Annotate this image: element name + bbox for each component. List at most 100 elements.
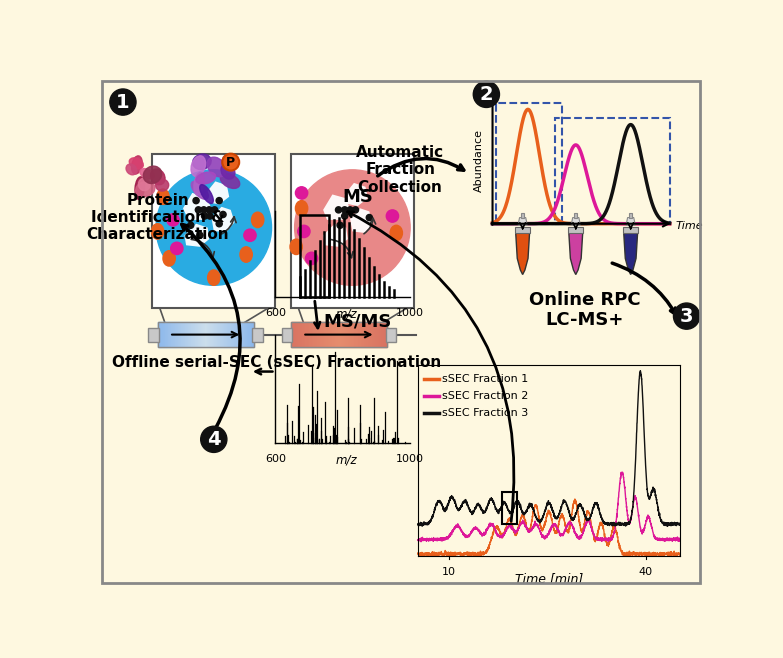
Bar: [502, 492, 518, 524]
Polygon shape: [345, 183, 368, 206]
Polygon shape: [518, 218, 527, 225]
Ellipse shape: [207, 157, 226, 177]
Text: 2: 2: [479, 85, 493, 104]
Bar: [290, 322, 387, 347]
Ellipse shape: [135, 182, 155, 197]
Text: m/z: m/z: [335, 308, 357, 320]
Circle shape: [220, 211, 226, 218]
Bar: [521, 213, 524, 218]
Ellipse shape: [150, 169, 165, 185]
Polygon shape: [183, 193, 211, 220]
Circle shape: [197, 232, 203, 238]
Text: Time [min]: Time [min]: [514, 572, 583, 585]
Polygon shape: [568, 233, 583, 274]
Ellipse shape: [193, 154, 211, 170]
Circle shape: [200, 426, 227, 453]
Polygon shape: [323, 195, 350, 220]
Circle shape: [156, 170, 272, 286]
Text: 1000: 1000: [396, 454, 424, 464]
Ellipse shape: [191, 182, 208, 199]
Ellipse shape: [139, 178, 150, 191]
Circle shape: [673, 303, 700, 329]
Ellipse shape: [143, 166, 162, 184]
Bar: [385, 328, 396, 342]
Text: Time: Time: [676, 221, 703, 231]
Text: sSEC Fraction 2: sSEC Fraction 2: [442, 392, 529, 401]
Bar: [554, 118, 669, 224]
Bar: [568, 227, 583, 233]
Ellipse shape: [295, 201, 308, 216]
Ellipse shape: [222, 155, 235, 170]
Ellipse shape: [200, 185, 213, 203]
Bar: [252, 328, 263, 342]
Text: sSEC Fraction 3: sSEC Fraction 3: [442, 408, 529, 418]
Polygon shape: [323, 224, 348, 247]
Ellipse shape: [390, 225, 402, 241]
Bar: [282, 328, 292, 342]
Circle shape: [337, 222, 343, 228]
Text: m/z: m/z: [335, 454, 357, 467]
Text: 1000: 1000: [396, 308, 424, 318]
Circle shape: [200, 207, 207, 213]
Circle shape: [201, 213, 207, 219]
Circle shape: [206, 207, 212, 213]
Bar: [515, 227, 530, 233]
Circle shape: [167, 214, 179, 226]
Circle shape: [294, 170, 410, 286]
Bar: [496, 103, 561, 224]
Text: MS/MS: MS/MS: [323, 313, 392, 331]
Ellipse shape: [221, 163, 235, 179]
Circle shape: [195, 207, 201, 213]
Polygon shape: [185, 224, 209, 247]
Circle shape: [298, 225, 310, 238]
Polygon shape: [206, 182, 229, 205]
Circle shape: [366, 215, 373, 220]
Bar: [148, 328, 159, 342]
Ellipse shape: [151, 224, 164, 239]
Text: MS: MS: [342, 188, 373, 206]
Circle shape: [386, 210, 399, 222]
Circle shape: [335, 207, 341, 213]
Ellipse shape: [157, 189, 169, 205]
Bar: [623, 227, 638, 233]
Ellipse shape: [135, 177, 145, 199]
Ellipse shape: [290, 239, 302, 255]
Text: 4: 4: [207, 430, 221, 449]
Text: sSEC Fraction 1: sSEC Fraction 1: [442, 374, 529, 384]
Circle shape: [211, 207, 218, 213]
Ellipse shape: [163, 251, 175, 266]
Bar: [290, 155, 414, 309]
Circle shape: [305, 252, 318, 265]
Circle shape: [171, 242, 183, 255]
Bar: [300, 215, 330, 297]
Polygon shape: [571, 218, 580, 225]
Ellipse shape: [251, 212, 264, 228]
Text: Automatic
Fraction
Collection: Automatic Fraction Collection: [356, 145, 444, 195]
Polygon shape: [624, 233, 637, 274]
Circle shape: [193, 197, 199, 204]
Ellipse shape: [156, 179, 168, 191]
Text: Online RPC
LC-MS+: Online RPC LC-MS+: [529, 291, 640, 330]
Bar: [629, 213, 632, 218]
Text: Protein
Identification &
Characterization: Protein Identification & Characterizatio…: [86, 193, 229, 242]
Bar: [157, 322, 254, 347]
Ellipse shape: [126, 164, 137, 175]
Ellipse shape: [129, 158, 143, 169]
Ellipse shape: [191, 156, 206, 176]
Text: 40: 40: [639, 567, 653, 577]
Circle shape: [188, 222, 193, 228]
Bar: [152, 155, 276, 309]
Bar: [574, 213, 577, 218]
Circle shape: [216, 197, 222, 204]
Circle shape: [295, 187, 308, 199]
Polygon shape: [626, 218, 635, 225]
Text: 10: 10: [442, 567, 456, 577]
Circle shape: [216, 220, 222, 227]
Polygon shape: [350, 209, 373, 233]
Circle shape: [352, 207, 359, 213]
Circle shape: [110, 89, 136, 115]
Text: 600: 600: [265, 308, 286, 318]
Text: 600: 600: [265, 454, 286, 464]
Circle shape: [244, 229, 256, 241]
Text: 1: 1: [116, 93, 130, 112]
